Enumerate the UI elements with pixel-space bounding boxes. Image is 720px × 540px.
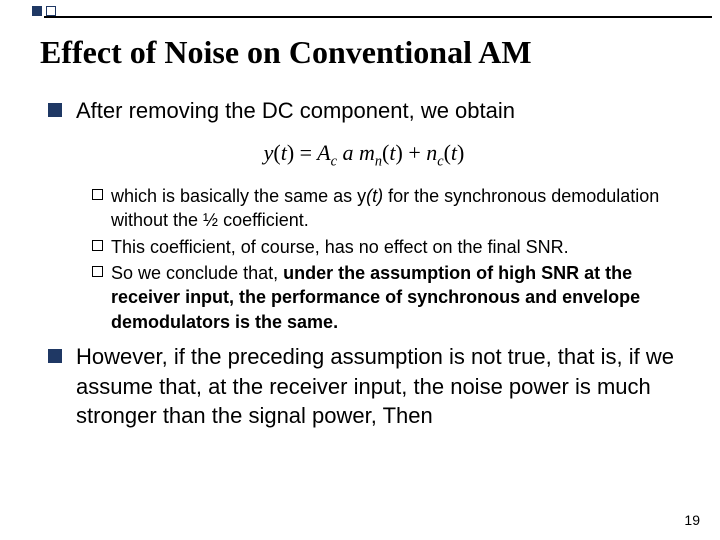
bullet-level2: So we conclude that, under the assumptio… [92, 261, 680, 334]
hollow-square-bullet-icon [92, 266, 103, 277]
header-line [44, 16, 712, 18]
bullet-level2: This coefficient, of course, has no effe… [92, 235, 680, 259]
bullet-level2: which is basically the same as y(t) for … [92, 184, 680, 233]
sub-bullet-text: This coefficient, of course, has no effe… [111, 235, 569, 259]
hollow-square-bullet-icon [92, 189, 103, 200]
bullet-text: After removing the DC component, we obta… [76, 96, 515, 126]
bullet-level1: However, if the preceding assumption is … [48, 342, 680, 431]
bullet-level1: After removing the DC component, we obta… [48, 96, 680, 126]
accent-square-2 [46, 6, 56, 16]
square-bullet-icon [48, 349, 62, 363]
square-bullet-icon [48, 103, 62, 117]
sub-bullet-text: So we conclude that, under the assumptio… [111, 261, 680, 334]
page-number: 19 [684, 512, 700, 528]
bullet-text: However, if the preceding assumption is … [76, 342, 680, 431]
accent-square-1 [32, 6, 42, 16]
slide-content: After removing the DC component, we obta… [48, 96, 680, 435]
sub-bullet-text: which is basically the same as y(t) for … [111, 184, 680, 233]
equation: y(t) = Ac a mn(t) + nc(t) [48, 140, 680, 170]
hollow-square-bullet-icon [92, 240, 103, 251]
sub-bullet-group: which is basically the same as y(t) for … [92, 184, 680, 334]
slide-title: Effect of Noise on Conventional AM [40, 34, 680, 71]
header-accent [32, 6, 56, 16]
